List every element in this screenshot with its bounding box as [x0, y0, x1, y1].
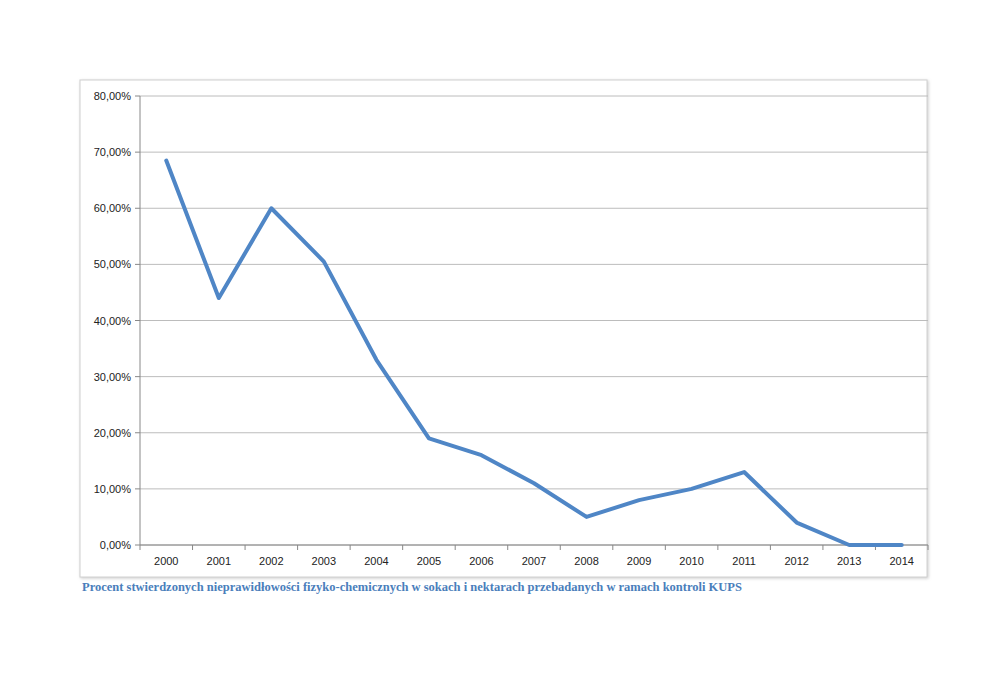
x-tick-label: 2001 [207, 555, 231, 567]
plot-area [166, 161, 901, 545]
x-tick-label: 2014 [889, 555, 913, 567]
x-tick [822, 545, 823, 550]
data-line [166, 161, 901, 545]
y-tick-label: 60,00% [94, 202, 132, 214]
y-tick [135, 320, 140, 321]
x-tick [560, 545, 561, 550]
x-tick [612, 545, 613, 550]
y-tick [135, 208, 140, 209]
x-tick [402, 545, 403, 550]
grid-line [140, 96, 928, 97]
x-tick-label: 2008 [574, 555, 598, 567]
y-tick-label: 80,00% [94, 90, 132, 102]
y-axis [140, 96, 141, 545]
x-tick [140, 545, 141, 550]
y-tick [135, 152, 140, 153]
x-tick-label: 2000 [154, 555, 178, 567]
x-tick [717, 545, 718, 550]
grid-line [140, 432, 928, 433]
y-tick-label: 30,00% [94, 371, 132, 383]
x-tick-label: 2002 [259, 555, 283, 567]
chart-frame [80, 80, 927, 577]
y-tick [135, 264, 140, 265]
x-tick [297, 545, 298, 550]
x-tick-label: 2006 [469, 555, 493, 567]
x-tick [665, 545, 666, 550]
y-tick-label: 40,00% [94, 315, 132, 327]
y-tick [135, 432, 140, 433]
grid-line [140, 320, 928, 321]
title: Procent stwierdzonych nieprawidłowości f… [82, 580, 742, 594]
y-tick [135, 96, 140, 97]
x-tick [770, 545, 771, 550]
grid-line [140, 208, 928, 209]
x-tick-label: 2010 [679, 555, 703, 567]
grid-line [140, 152, 928, 153]
x-tick [928, 545, 929, 550]
x-tick-label: 2005 [417, 555, 441, 567]
x-tick-label: 2013 [837, 555, 861, 567]
y-tick [135, 376, 140, 377]
x-tick-label: 2011 [732, 555, 756, 567]
chart: 0,00% 10,00% 20,00% 30,00% 40,00% 50,00% 60,00… [0, 0, 1000, 675]
x-tick [192, 545, 193, 550]
x-tick [455, 545, 456, 550]
y-tick [135, 488, 140, 489]
grid-line [140, 376, 928, 377]
x-tick-label: 2004 [364, 555, 388, 567]
grid-line [140, 264, 928, 265]
x-tick [350, 545, 351, 550]
x-tick [245, 545, 246, 550]
x-tick-label: 2012 [784, 555, 808, 567]
chart-root: 0,00% 10,00% 20,00% 30,00% 40,00% 50,00% 60,00… [0, 0, 1000, 675]
y-tick-label: 50,00% [94, 258, 132, 270]
y-tick-label: 10,00% [94, 483, 132, 495]
x-tick-label: 2003 [312, 555, 336, 567]
y-tick-label: 20,00% [94, 427, 132, 439]
grid-line [140, 545, 928, 546]
x-tick-label: 2007 [522, 555, 546, 567]
y-tick [135, 545, 140, 546]
grid-line [140, 488, 928, 489]
x-axis [140, 545, 928, 546]
x-tick [507, 545, 508, 550]
y-tick-label: 0,00% [100, 539, 131, 551]
y-tick-label: 70,00% [94, 146, 132, 158]
x-tick-label: 2009 [627, 555, 651, 567]
